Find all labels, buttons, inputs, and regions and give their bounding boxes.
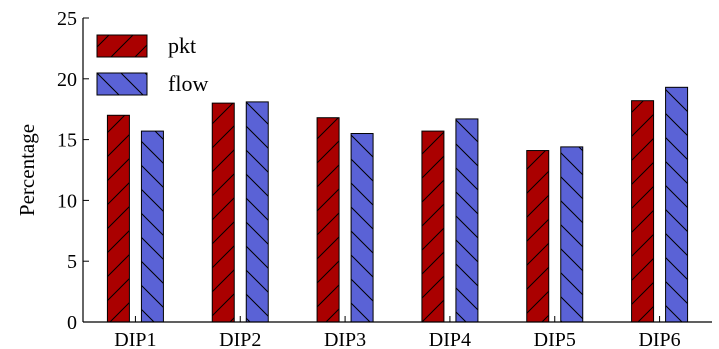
y-tick-label: 5 [67, 251, 77, 273]
bar-hatch [665, 86, 689, 323]
bar-flow-DIP1 [140, 130, 164, 323]
bar-hatch [211, 102, 235, 323]
legend-label: pkt [168, 33, 196, 58]
y-tick-label: 0 [67, 312, 77, 334]
bar-hatch [316, 117, 340, 323]
x-tick-label: DIP5 [534, 329, 576, 349]
bar-hatch [631, 100, 655, 323]
bar-hatch [455, 118, 479, 323]
x-tick-label: DIP4 [429, 329, 471, 349]
bar-flow-DIP4 [455, 118, 479, 323]
legend-item-flow: flow [96, 71, 208, 96]
bar-pkt-DIP4 [421, 130, 445, 323]
bar-pkt-DIP6 [631, 100, 655, 323]
bar-hatch [560, 146, 584, 323]
x-tick-label: DIP6 [638, 329, 680, 349]
bar-pkt-DIP3 [316, 117, 340, 323]
y-tick-label: 25 [57, 8, 77, 30]
bar-flow-DIP3 [350, 133, 374, 323]
legend-swatch-hatch [96, 72, 148, 96]
bar-hatch [350, 133, 374, 323]
y-tick-label: 15 [57, 130, 77, 152]
bar-hatch [245, 101, 269, 323]
bar-flow-DIP2 [245, 101, 269, 323]
x-tick-label: DIP1 [114, 329, 156, 349]
x-tick-label: DIP2 [219, 329, 261, 349]
bars-group [106, 86, 689, 323]
legend: pkt flow [96, 33, 208, 96]
x-tick-label: DIP3 [324, 329, 366, 349]
bar-pkt-DIP1 [106, 114, 130, 323]
legend-label: flow [168, 71, 208, 96]
bar-pkt-DIP5 [526, 150, 550, 323]
y-axis-label: Percentage [15, 124, 39, 216]
axes-group: 0 5 10 15 20 25 DIP1 DIP2 DIP3 DIP4 DIP5 DIP6 Percen… [15, 8, 712, 349]
bar-hatch [140, 130, 164, 323]
bar-flow-DIP6 [665, 86, 689, 323]
y-tick-label: 10 [57, 190, 77, 212]
bar-hatch [421, 130, 445, 323]
bar-pkt-DIP2 [211, 102, 235, 323]
y-tick-label: 20 [57, 69, 77, 91]
legend-item-pkt: pkt [96, 33, 196, 58]
bar-hatch [106, 114, 130, 323]
bar-hatch [526, 150, 550, 323]
bar-flow-DIP5 [560, 146, 584, 323]
legend-swatch-hatch [96, 34, 148, 58]
